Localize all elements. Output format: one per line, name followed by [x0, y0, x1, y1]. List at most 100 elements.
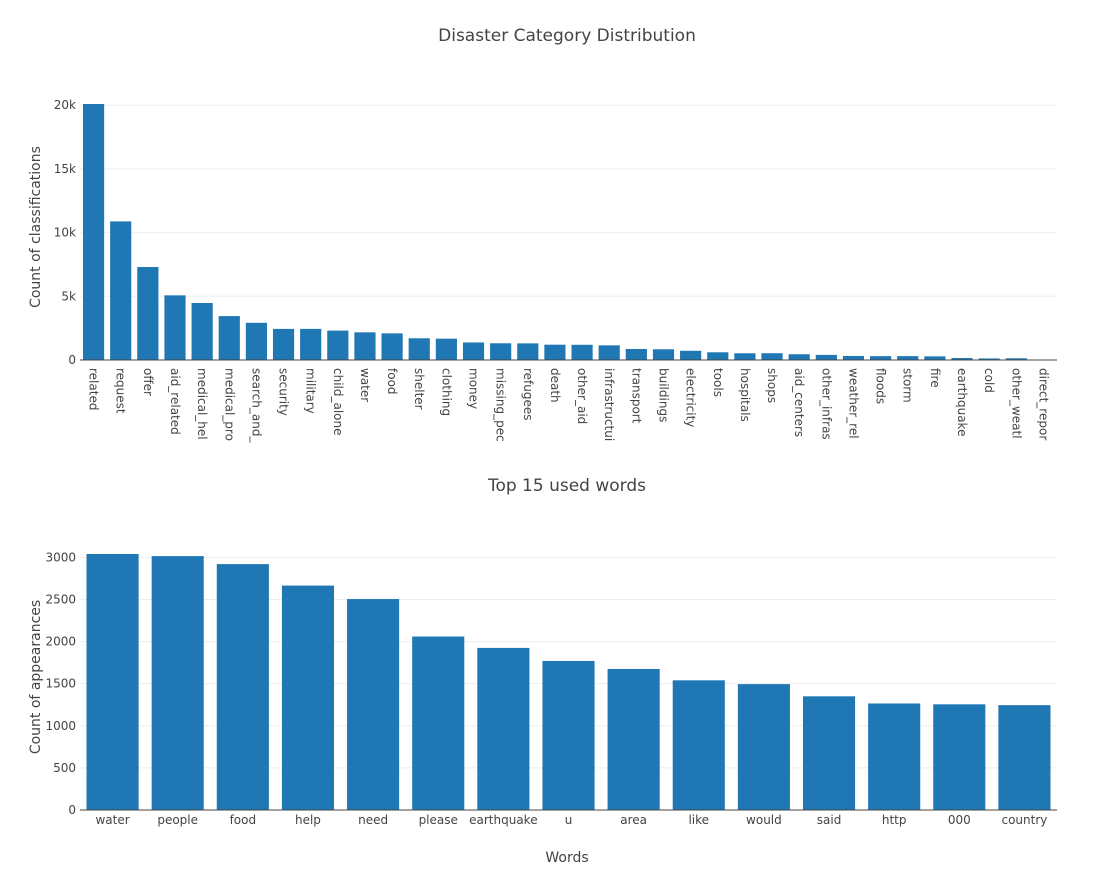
- x-tick-label: water: [95, 813, 129, 827]
- bar: [802, 696, 856, 810]
- y-tick-label: 500: [53, 761, 76, 775]
- y-axis-title: Count of appearances: [28, 600, 44, 754]
- x-tick-label: security: [277, 368, 291, 416]
- y-tick-label: 3000: [45, 550, 76, 564]
- x-tick-labels: related request offer aid_related medical_he…: [87, 368, 1051, 443]
- y-tick-label: 1500: [45, 677, 76, 691]
- x-tick-label: medical_hel: [195, 368, 209, 440]
- x-tick-label: buildings: [656, 368, 670, 422]
- x-tick-label: other_aid: [575, 368, 589, 424]
- bar: [110, 221, 132, 360]
- x-tick-label: transport: [629, 368, 643, 424]
- y-tick-label: 15k: [54, 162, 76, 176]
- bar: [737, 684, 790, 810]
- bar: [191, 303, 213, 360]
- x-tick-label: http: [882, 813, 907, 827]
- bar: [924, 356, 946, 360]
- x-tick-label: shelter: [412, 368, 426, 410]
- x-tick-label: clothing: [439, 368, 453, 416]
- x-tick-label: shops: [765, 368, 779, 403]
- bar: [164, 295, 186, 360]
- x-tick-label: tools: [711, 368, 725, 397]
- y-tick-label: 10k: [54, 226, 76, 240]
- x-tick-label: medical_pro: [222, 368, 236, 441]
- bar: [408, 338, 430, 360]
- bar: [951, 358, 973, 360]
- bar: [272, 328, 295, 360]
- bar: [218, 316, 240, 360]
- x-tick-label: u: [565, 813, 573, 827]
- bar: [354, 332, 376, 360]
- bar: [897, 356, 919, 360]
- bar: [542, 660, 595, 810]
- gridlines: [80, 104, 1057, 297]
- bar: [868, 703, 921, 810]
- bar: [412, 636, 465, 810]
- bar: [607, 668, 660, 810]
- y-tick-labels: 0 5k 10k 15k 20k: [54, 98, 76, 367]
- y-tick-label: 0: [68, 803, 76, 817]
- y-tick-label: 1000: [45, 719, 76, 733]
- x-tick-label: direct_repor: [1036, 368, 1050, 440]
- x-tick-label: help: [295, 813, 321, 827]
- x-tick-labels: water people food help need please earthquake u…: [95, 813, 1047, 827]
- bar: [788, 354, 810, 360]
- x-tick-label: would: [746, 813, 782, 827]
- y-tick-label: 5k: [61, 289, 76, 303]
- x-tick-label: offer: [141, 368, 155, 396]
- bar: [137, 267, 159, 360]
- bar: [490, 343, 512, 360]
- bar: [680, 350, 702, 360]
- x-tick-label: earthquake: [469, 813, 537, 827]
- bar: [462, 342, 485, 360]
- x-tick-label: storm: [901, 368, 915, 403]
- x-tick-label: need: [358, 813, 388, 827]
- x-tick-label: other_infras: [819, 368, 833, 440]
- bars: [86, 554, 1051, 810]
- x-tick-label: child_alone: [331, 368, 345, 436]
- bar: [216, 564, 269, 810]
- bar: [598, 345, 620, 360]
- bar: [761, 353, 783, 360]
- x-tick-label: request: [114, 368, 128, 414]
- bar: [82, 104, 105, 360]
- bar: [571, 344, 593, 360]
- y-tick-label: 2500: [45, 592, 76, 606]
- x-tick-label: search_and_: [249, 368, 263, 443]
- x-tick-label: food: [230, 813, 257, 827]
- bar: [707, 352, 729, 360]
- y-tick-labels: 0 500 1000 1500 2000 2500 3000: [45, 550, 76, 817]
- y-axis-title: Count of classifications: [28, 146, 44, 308]
- bar: [815, 354, 837, 360]
- bar: [998, 705, 1051, 810]
- bar: [870, 356, 892, 360]
- x-tick-label: cold: [982, 368, 996, 393]
- x-tick-label: missing_pec: [494, 368, 508, 442]
- bar: [327, 330, 349, 360]
- bar: [544, 344, 566, 360]
- x-tick-label: people: [157, 813, 198, 827]
- chart-title: Disaster Category Distribution: [438, 26, 696, 46]
- x-tick-label: country: [1001, 813, 1047, 827]
- x-tick-label: hospitals: [738, 368, 752, 422]
- y-tick-label: 0: [68, 353, 76, 367]
- x-tick-label: related: [87, 368, 101, 410]
- x-tick-label: floods: [874, 368, 888, 404]
- x-tick-label: 000: [948, 813, 971, 827]
- x-tick-label: weather_rel: [846, 368, 860, 439]
- bar: [381, 333, 403, 360]
- x-tick-label: like: [688, 813, 709, 827]
- bar: [86, 554, 139, 810]
- x-tick-label: water: [358, 368, 372, 402]
- chart-title: Top 15 used words: [487, 476, 646, 496]
- x-tick-label: military: [304, 368, 318, 414]
- chart-top-words: Top 15 used words Count of appearances W…: [28, 476, 1057, 866]
- bar: [1005, 358, 1027, 360]
- x-tick-label: death: [548, 368, 562, 403]
- bar: [933, 704, 986, 810]
- bar: [734, 353, 756, 360]
- x-tick-label: aid_centers: [792, 368, 806, 437]
- bar: [347, 599, 400, 810]
- x-tick-label: food: [385, 368, 399, 395]
